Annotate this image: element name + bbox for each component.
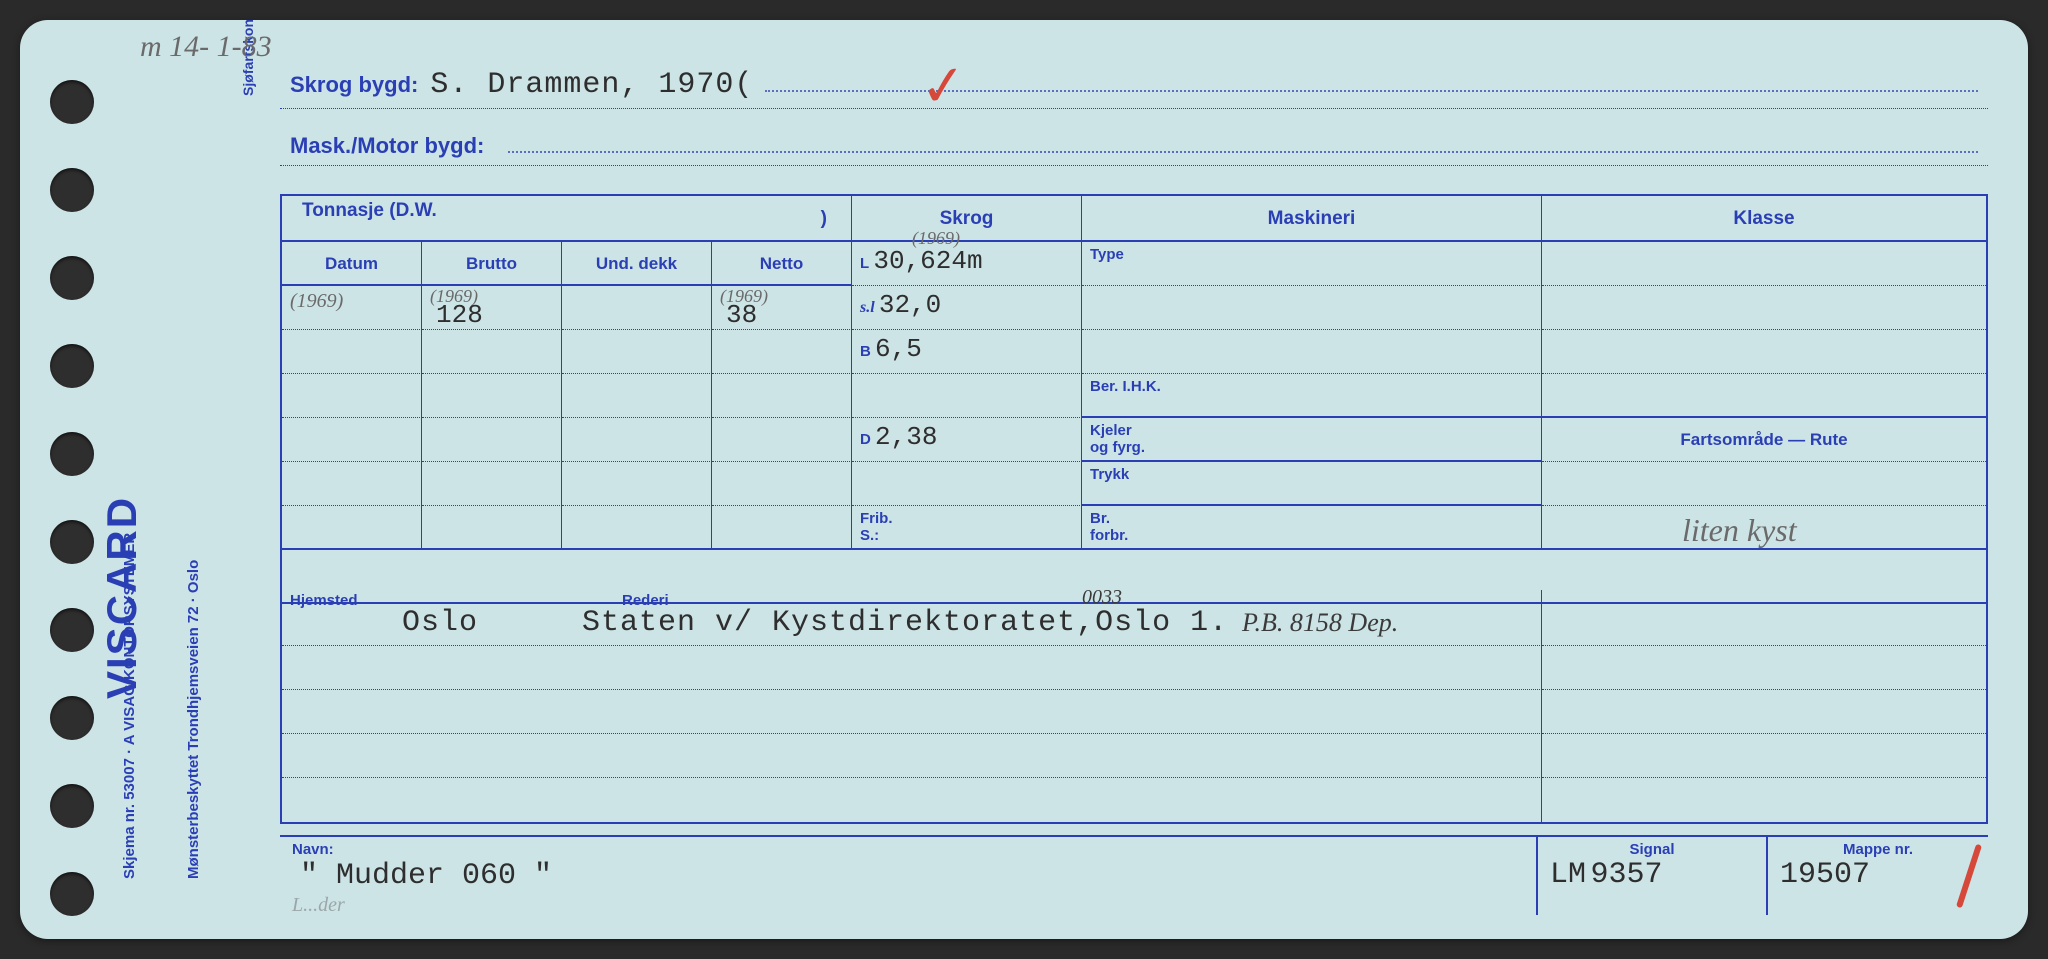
red-checkmark: ✓ bbox=[917, 52, 969, 121]
red-slash-mark bbox=[1954, 843, 1984, 909]
r7c3 bbox=[562, 462, 712, 506]
maskineri-br-cell: Br. forbr. bbox=[1082, 506, 1542, 550]
r5c2 bbox=[422, 374, 562, 418]
r6c4 bbox=[712, 418, 852, 462]
skrog-blank-cell-2 bbox=[852, 462, 1082, 506]
klasse-cell-3 bbox=[1542, 330, 1986, 374]
klasse-cell-2 bbox=[1542, 286, 1986, 330]
netto-cell-2 bbox=[712, 330, 852, 374]
lower-right-2 bbox=[1542, 646, 1986, 690]
r8c3 bbox=[562, 506, 712, 550]
skrog-L-cell: (1969) L 30,624m bbox=[852, 242, 1082, 286]
mask-motor-label: Mask./Motor bygd: bbox=[290, 133, 484, 159]
skrog-header: Skrog bbox=[852, 196, 1082, 242]
brutto-header: Brutto bbox=[422, 242, 562, 286]
maskineri-ber-cell: Ber. I.H.K. bbox=[1082, 374, 1542, 418]
r8c4 bbox=[712, 506, 852, 550]
r6c2 bbox=[422, 418, 562, 462]
lower-left-3 bbox=[282, 690, 1542, 734]
lower-right-5 bbox=[1542, 778, 1986, 822]
r7c4 bbox=[712, 462, 852, 506]
skrog-bygd-label: Skrog bygd: bbox=[290, 72, 418, 98]
r5c3 bbox=[562, 374, 712, 418]
klasse-cell-1 bbox=[1542, 242, 1986, 286]
datum-cell: (1969) bbox=[282, 286, 422, 330]
fartsomrade-pencil-cell: liten kyst bbox=[1542, 506, 1986, 550]
r7c1 bbox=[282, 462, 422, 506]
navn-cell: Navn: " Mudder 060 " L...der bbox=[280, 837, 1538, 915]
r8c2 bbox=[422, 506, 562, 550]
index-card: VISCARD Skjema nr. 53007 · A VISAG KONTO… bbox=[20, 20, 2028, 939]
maskineri-trykk-cell: Trykk bbox=[1082, 462, 1542, 506]
bottom-strip: Navn: " Mudder 060 " L...der Signal LM 9… bbox=[280, 835, 1988, 915]
skrog-D-cell: D 2,38 bbox=[852, 418, 1082, 462]
lower-right-3 bbox=[1542, 690, 1986, 734]
tonnasje-header: Tonnasje (D.W. ) bbox=[282, 196, 852, 242]
mask-motor-row: Mask./Motor bygd: bbox=[280, 127, 1988, 166]
klasse-header: Klasse bbox=[1542, 196, 1986, 242]
brutto-cell-2 bbox=[422, 330, 562, 374]
lower-left-4 bbox=[282, 734, 1542, 778]
hjemsted-section: Hjemsted Oslo Rederi Staten v/ Kystdirek… bbox=[280, 590, 1988, 824]
skrog-bygd-value: S. Drammen, 1970( bbox=[430, 68, 753, 102]
r6c1 bbox=[282, 418, 422, 462]
lower-left-2 bbox=[282, 646, 1542, 690]
und-dekk-cell-2 bbox=[562, 330, 712, 374]
punch-holes bbox=[50, 80, 94, 939]
data-grid: Tonnasje (D.W. ) Skrog Maskineri Klasse … bbox=[280, 194, 1988, 604]
datum-header: Datum bbox=[282, 242, 422, 286]
r6c3 bbox=[562, 418, 712, 462]
side-text-1: Skjema nr. 53007 · A VISAG KONTORSYSTEME… bbox=[121, 533, 138, 879]
skrog-frib-cell: Frib. S.: bbox=[852, 506, 1082, 550]
form-main: m 14- 1-83 Skrog bygd: S. Drammen, 1970(… bbox=[280, 34, 1988, 919]
r5c4 bbox=[712, 374, 852, 418]
r7c2 bbox=[422, 462, 562, 506]
netto-header: Netto bbox=[712, 242, 852, 286]
netto-cell: (1969) 38 bbox=[712, 286, 852, 330]
fartsomrade-cell bbox=[1542, 462, 1986, 506]
skrog-B-cell: B 6,5 bbox=[852, 330, 1082, 374]
skrog-sl-cell: s.l 32,0 bbox=[852, 286, 1082, 330]
maskineri-kjeler-cell: Kjeler og fyrg. bbox=[1082, 418, 1542, 462]
und-dekk-cell bbox=[562, 286, 712, 330]
side-text-2: Mønsterbeskyttet Trondhjemsveien 72 · Os… bbox=[185, 560, 202, 879]
mappe-cell: Mappe nr. 19507 bbox=[1768, 837, 1988, 915]
skrog-blank-cell bbox=[852, 374, 1082, 418]
r5c1 bbox=[282, 374, 422, 418]
maskineri-type-cell: Type bbox=[1082, 242, 1542, 286]
lower-right-1 bbox=[1542, 590, 1986, 646]
fartsomrade-header: Fartsområde — Rute bbox=[1542, 418, 1986, 462]
maskineri-cell-2 bbox=[1082, 286, 1542, 330]
signal-cell: Signal LM 9357 bbox=[1538, 837, 1768, 915]
datum-cell-2 bbox=[282, 330, 422, 374]
r8c1 bbox=[282, 506, 422, 550]
hjemsted-row: Hjemsted Oslo Rederi Staten v/ Kystdirek… bbox=[282, 590, 1542, 646]
brutto-cell: (1969) 128 bbox=[422, 286, 562, 330]
lower-right-4 bbox=[1542, 734, 1986, 778]
skrog-bygd-row: Skrog bygd: S. Drammen, 1970( bbox=[280, 62, 1988, 109]
lower-left-5 bbox=[282, 778, 1542, 822]
maskineri-header: Maskineri bbox=[1082, 196, 1542, 242]
und-dekk-header: Und. dekk bbox=[562, 242, 712, 286]
pencil-annotation-top: m 14- 1-83 bbox=[140, 30, 272, 64]
maskineri-cell-3 bbox=[1082, 330, 1542, 374]
klasse-cell-4 bbox=[1542, 374, 1986, 418]
side-print: VISCARD Skjema nr. 53007 · A VISAG KONTO… bbox=[130, 20, 250, 939]
